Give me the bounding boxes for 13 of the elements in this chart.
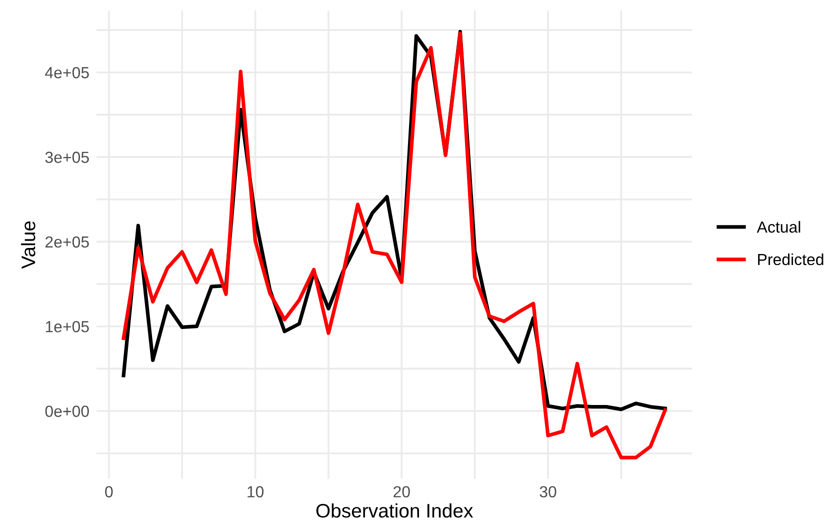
x-tick-label: 10 xyxy=(248,486,264,498)
legend-label: Actual xyxy=(756,220,800,233)
x-tick-label: 20 xyxy=(394,486,410,498)
y-tick-label: 2e+05 xyxy=(45,236,89,248)
y-axis-title: Value xyxy=(21,221,36,269)
y-tick-label: 0e+00 xyxy=(45,406,89,417)
legend-label: Predicted xyxy=(758,253,824,266)
x-tick-label: 0 xyxy=(105,486,113,498)
y-tick-label: 4e+05 xyxy=(45,67,89,78)
y-tick-label: 1e+05 xyxy=(46,320,89,332)
x-tick-label: 30 xyxy=(540,486,556,498)
x-axis-title: Observation Index xyxy=(316,503,474,518)
y-tick-label: 3e+05 xyxy=(45,152,89,163)
